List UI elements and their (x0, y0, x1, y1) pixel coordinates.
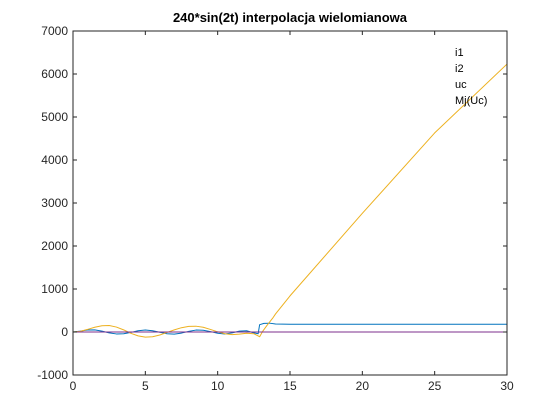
y-tick-label: 7000 (41, 24, 68, 38)
x-tick-label: 20 (356, 379, 370, 393)
legend: i1 i2 uc Mj(Uc) (455, 47, 487, 107)
y-tick-label: 3000 (41, 196, 68, 210)
x-tick-label: 30 (500, 379, 514, 393)
plot-area (73, 31, 507, 375)
y-tick-label: 5000 (41, 110, 68, 124)
y-tick-label: -1000 (37, 368, 68, 382)
series-line-uc (73, 63, 507, 338)
legend-entry: i2 (455, 63, 464, 75)
y-tick-label: 4000 (41, 153, 68, 167)
y-tick-label: 0 (61, 325, 68, 339)
x-tick-label: 5 (142, 379, 149, 393)
series-layer (73, 63, 507, 338)
x-tick-label: 10 (211, 379, 225, 393)
chart-title: 240*sin(2t) interpolacja wielomianowa (173, 10, 408, 25)
y-tick-label: 2000 (41, 239, 68, 253)
tick-layer: 0 5 10 15 20 25 30-100001000200030004000500060… (37, 24, 514, 393)
x-tick-label: 15 (283, 379, 297, 393)
legend-entry: uc (455, 79, 467, 91)
x-tick-label: 25 (428, 379, 442, 393)
legend-entry: i1 (455, 47, 464, 59)
x-tick-label: 0 (70, 379, 77, 393)
series-line-i1 (73, 322, 507, 335)
y-tick-label: 1000 (41, 282, 68, 296)
legend-entry: Mj(Uc) (455, 95, 487, 107)
y-tick-label: 6000 (41, 67, 68, 81)
